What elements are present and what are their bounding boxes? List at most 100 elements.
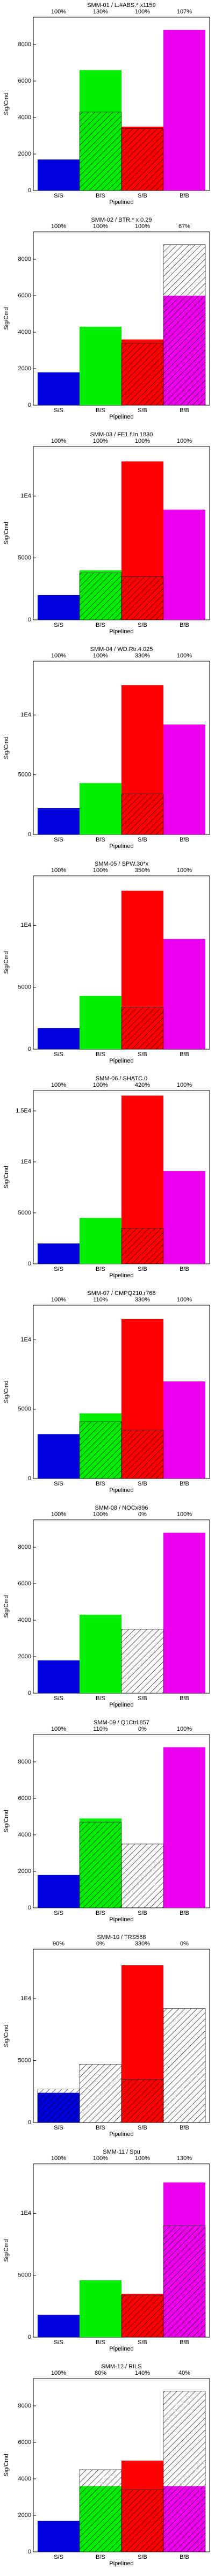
x-tick-label: S/B: [138, 1481, 147, 1487]
y-tick-label: 5000: [18, 555, 31, 561]
chart-panel: SMM-09 / Q1Ctrl.857 100% 110% 0% 100% 0 2000 40…: [3, 1719, 210, 1923]
chart-title: SMM-01 / L.#ABS.* x1159: [87, 2, 156, 9]
chart-panel: SMM-07 / CMPQ210.r768 100% 110% 330% 100% 0 50…: [3, 1290, 210, 1494]
annotation: 100%: [51, 223, 66, 230]
annotation: 100%: [135, 2155, 150, 2162]
y-axis-label: Sig/Cmd: [3, 1380, 10, 1403]
y-tick-label: 8000: [18, 41, 31, 48]
x-tick-label: B/B: [180, 1695, 189, 1702]
annotation: 0%: [138, 1511, 147, 1518]
y-tick-label: 6000: [18, 1795, 31, 1802]
y-tick-label: 8000: [18, 1759, 31, 1765]
bar: [80, 1218, 121, 1264]
x-tick-label: S/S: [54, 1266, 63, 1272]
hatched-bar: [121, 1228, 164, 1264]
y-tick-label: 4000: [18, 329, 31, 335]
y-tick-label: 5000: [18, 772, 31, 778]
bar: [163, 939, 205, 1049]
hatched-bar: [79, 2469, 122, 2552]
x-tick-label: S/B: [138, 407, 147, 414]
y-axis-label: Sig/Cmd: [3, 307, 10, 330]
y-tick-label: 0: [28, 402, 31, 408]
annotation: 100%: [51, 438, 66, 444]
annotation: 100%: [135, 223, 150, 230]
bar: [38, 1875, 80, 1908]
bar: [38, 1028, 80, 1049]
hatched-bar: [121, 343, 164, 406]
x-axis-label: Pipelined: [109, 1702, 133, 1708]
hatched-bar: [121, 576, 164, 620]
x-tick-label: B/B: [180, 193, 189, 199]
x-tick-label: S/B: [138, 1051, 147, 1058]
bar: [163, 1381, 205, 1479]
chart-title: SMM-10 / TRS568: [97, 1934, 146, 1941]
annotation: 100%: [93, 223, 108, 230]
x-axis-label: Pipelined: [109, 1272, 133, 1279]
hatched-bar: [121, 128, 164, 191]
x-tick-label: S/S: [54, 1051, 63, 1058]
bar: [38, 595, 80, 620]
y-axis-label: Sig/Cmd: [3, 736, 10, 759]
y-tick-label: 0: [28, 1475, 31, 1482]
x-tick-label: S/S: [54, 2339, 63, 2346]
annotation: 110%: [93, 1726, 108, 1732]
y-tick-label: 0: [28, 617, 31, 623]
hatched-bar: [121, 1629, 164, 1694]
hatched-bar: [121, 1843, 164, 1908]
x-tick-label: B/B: [180, 2339, 189, 2346]
bar: [163, 1532, 205, 1693]
annotation: 40%: [178, 2370, 190, 2376]
y-tick-label: 1E4: [20, 1995, 31, 2002]
annotation: 100%: [135, 9, 150, 15]
annotation: 100%: [51, 653, 66, 659]
hatched-bar: [121, 1007, 164, 1050]
annotation: 107%: [177, 9, 192, 15]
x-axis-label: Pipelined: [109, 2131, 133, 2138]
bar: [163, 1747, 205, 1908]
annotation: 100%: [93, 1511, 108, 1518]
x-tick-label: B/S: [96, 407, 105, 414]
y-tick-label: 0: [28, 1690, 31, 1696]
bar: [80, 783, 121, 835]
hatched-bar: [163, 2226, 206, 2338]
y-axis-label: Sig/Cmd: [3, 1166, 10, 1188]
annotation: 100%: [93, 2155, 108, 2162]
bar: [38, 2521, 80, 2552]
annotation: 100%: [135, 438, 150, 444]
annotation: 330%: [135, 653, 150, 659]
annotation: 130%: [177, 2155, 192, 2162]
y-tick-label: 1E4: [20, 493, 31, 499]
y-tick-label: 1E4: [20, 922, 31, 928]
annotation: 110%: [93, 1297, 108, 1303]
x-tick-label: S/B: [138, 2554, 147, 2560]
annotation: 100%: [51, 1297, 66, 1303]
x-tick-label: B/S: [96, 2125, 105, 2131]
chart-title: SMM-08 / NOCx896: [95, 1505, 148, 1511]
annotation: 100%: [93, 653, 108, 659]
x-tick-label: S/S: [54, 407, 63, 414]
x-axis-label: Pipelined: [109, 2560, 133, 2567]
hatched-bar: [121, 2079, 164, 2123]
x-tick-label: S/S: [54, 1910, 63, 1916]
y-tick-label: 8000: [18, 1544, 31, 1550]
y-tick-label: 0: [28, 187, 31, 194]
annotation: 0%: [138, 1726, 147, 1732]
annotation: 100%: [51, 1511, 66, 1518]
annotation: 140%: [135, 2370, 150, 2376]
bar: [163, 509, 205, 620]
y-tick-label: 1E4: [20, 1159, 31, 1165]
hatched-bar: [121, 1430, 164, 1479]
y-tick-label: 1E4: [20, 1337, 31, 1343]
y-tick-label: 0: [28, 2549, 31, 2555]
annotation: 100%: [51, 2155, 66, 2162]
x-tick-label: B/S: [96, 1481, 105, 1487]
annotation: 100%: [93, 867, 108, 874]
y-tick-label: 5000: [18, 2272, 31, 2279]
x-tick-label: B/S: [96, 193, 105, 199]
